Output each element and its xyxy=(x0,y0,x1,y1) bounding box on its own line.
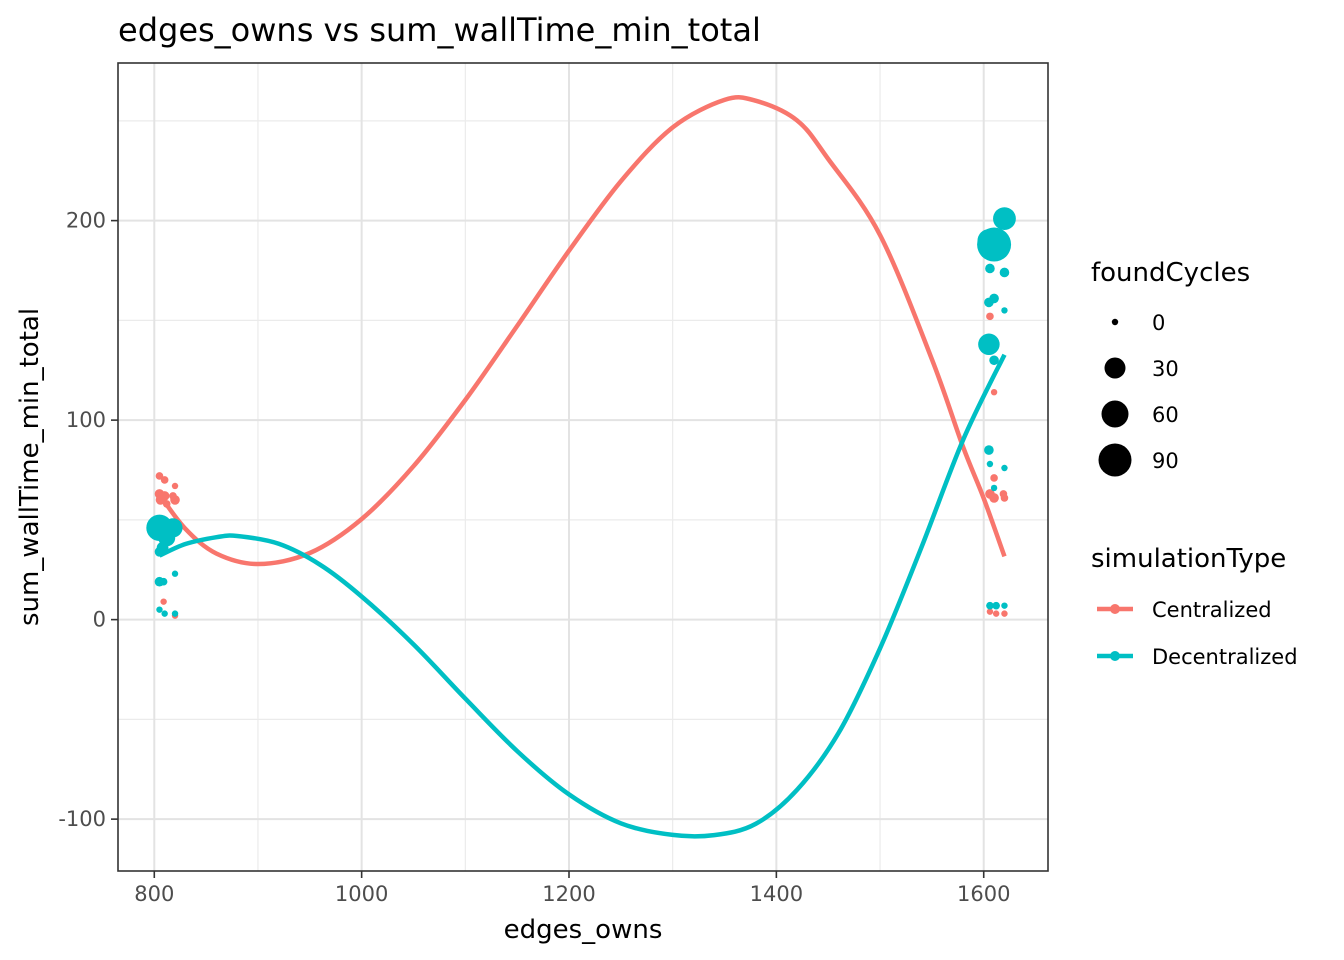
x-tick-label: 800 xyxy=(134,882,174,906)
point-centralized xyxy=(992,610,1000,617)
size-legend-key xyxy=(1101,400,1129,428)
point-decentralized xyxy=(984,445,994,455)
point-centralized xyxy=(169,492,177,500)
point-decentralized xyxy=(977,229,1001,252)
point-centralized xyxy=(986,608,994,615)
chart-title: edges_owns vs sum_wallTime_min_total xyxy=(118,11,761,49)
y-tick-label: -100 xyxy=(58,807,106,831)
point-decentralized xyxy=(993,207,1016,231)
size-legend-key xyxy=(1104,357,1126,379)
size-legend-label: 30 xyxy=(1152,357,1179,381)
color-legend-dot xyxy=(1110,651,1120,661)
point-centralized xyxy=(1001,610,1008,617)
point-decentralized xyxy=(999,267,1010,278)
point-decentralized xyxy=(989,355,999,366)
plot-panel xyxy=(118,63,1048,871)
point-centralized xyxy=(1000,494,1009,502)
size-legend-key xyxy=(1111,318,1119,326)
y-tick-label: 200 xyxy=(66,209,106,233)
plot-border xyxy=(117,62,1049,872)
size-legend-label: 90 xyxy=(1152,449,1179,473)
point-centralized xyxy=(986,312,994,321)
size-legend-label: 60 xyxy=(1152,403,1179,427)
color-legend-label: Decentralized xyxy=(1152,645,1298,669)
y-tick-label: 0 xyxy=(93,608,106,632)
point-centralized xyxy=(162,500,171,508)
point-centralized xyxy=(160,476,169,484)
x-tick-label: 1600 xyxy=(957,882,1010,906)
point-decentralized xyxy=(161,610,168,617)
point-decentralized xyxy=(159,577,168,586)
point-centralized xyxy=(990,388,998,396)
point-centralized xyxy=(989,493,999,503)
size-legend-key xyxy=(1098,443,1132,477)
y-axis-label: sum_wallTime_min_total xyxy=(15,308,45,626)
size-legend-title: foundCycles xyxy=(1091,258,1250,288)
point-decentralized xyxy=(986,601,994,610)
point-decentralized xyxy=(990,484,998,492)
y-tick-label: 100 xyxy=(66,408,106,432)
point-decentralized xyxy=(986,460,994,468)
point-decentralized xyxy=(156,606,163,613)
point-centralized xyxy=(171,482,179,490)
point-decentralized xyxy=(992,601,1000,610)
point-decentralized xyxy=(1001,602,1008,609)
trend-line-decentralized xyxy=(158,353,1007,839)
y-axis: -100 0 100 200 xyxy=(58,209,118,831)
data-points xyxy=(146,207,1016,619)
color-legend: simulationType Centralized Decentralized xyxy=(1091,544,1298,669)
point-decentralized xyxy=(1001,307,1008,314)
point-decentralized xyxy=(978,333,1000,356)
x-tick-label: 1200 xyxy=(542,882,595,906)
grid-minor xyxy=(118,63,1048,871)
x-tick-label: 1000 xyxy=(335,882,388,906)
x-axis: 800 1000 1200 1400 1600 xyxy=(134,871,1010,906)
point-decentralized xyxy=(1001,464,1008,472)
size-legend: foundCycles 0 30 60 90 xyxy=(1091,258,1250,477)
color-legend-title: simulationType xyxy=(1091,544,1286,574)
size-legend-label: 0 xyxy=(1152,311,1165,335)
point-centralized xyxy=(155,495,166,505)
point-centralized xyxy=(160,598,167,605)
trend-lines xyxy=(157,95,1007,839)
point-centralized xyxy=(990,474,998,482)
x-tick-label: 1400 xyxy=(750,882,803,906)
point-decentralized xyxy=(985,263,995,274)
point-decentralized xyxy=(154,546,165,557)
point-decentralized xyxy=(984,297,994,308)
point-centralized xyxy=(155,472,164,480)
point-decentralized xyxy=(171,570,179,577)
x-axis-label: edges_owns xyxy=(504,915,663,945)
grid-major xyxy=(118,63,1048,871)
point-decentralized xyxy=(171,610,179,617)
color-legend-label: Centralized xyxy=(1152,598,1272,622)
color-legend-dot xyxy=(1110,604,1120,614)
trend-line-centralized xyxy=(157,95,1007,567)
